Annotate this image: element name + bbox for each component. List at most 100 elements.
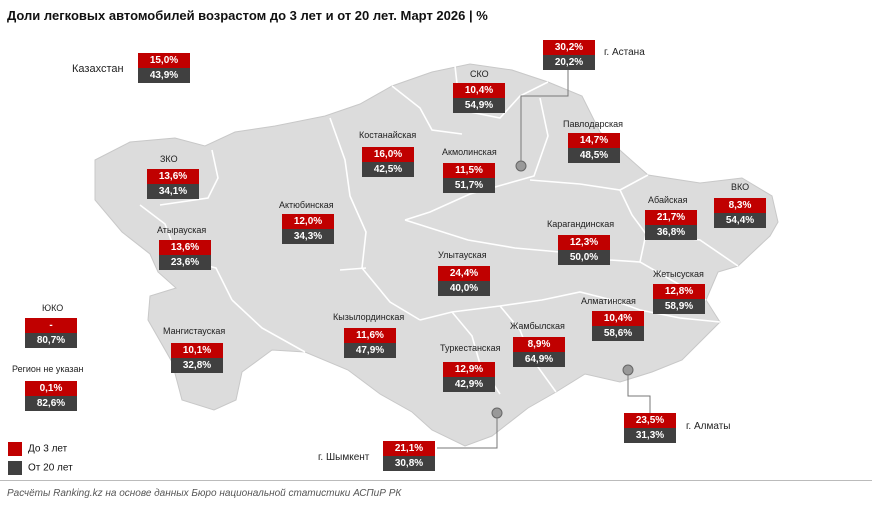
region-label-mangystau: Мангистауская bbox=[163, 326, 226, 336]
region-label-pavlodar: Павлодарская bbox=[563, 119, 623, 129]
value-young: 12,0% bbox=[282, 214, 334, 229]
value-old: 58,9% bbox=[653, 299, 705, 314]
value-old: 23,6% bbox=[159, 255, 211, 270]
value-old: 64,9% bbox=[513, 352, 565, 367]
value-old: 82,6% bbox=[25, 396, 77, 411]
value-young: 8,3% bbox=[714, 198, 766, 213]
value-old: 34,1% bbox=[147, 184, 199, 199]
legend-young-swatch bbox=[8, 442, 22, 456]
value-old: 42,9% bbox=[443, 377, 495, 392]
region-label-zhambyl: Жамбылская bbox=[510, 321, 565, 331]
value-old: 47,9% bbox=[344, 343, 396, 358]
value-old: 48,5% bbox=[568, 148, 620, 163]
region-label-atyrau: Атырауская bbox=[157, 225, 207, 235]
value-young: 12,8% bbox=[653, 284, 705, 299]
region-box-not-specified: 0,1% 82,6% bbox=[25, 381, 77, 411]
value-young: 15,0% bbox=[138, 53, 190, 68]
region-box-zhambyl: 8,9% 64,9% bbox=[513, 337, 565, 367]
region-box-kyzylorda: 11,6% 47,9% bbox=[344, 328, 396, 358]
region-box-sko: 10,4% 54,9% bbox=[453, 83, 505, 113]
region-label-shymkent: г. Шымкент bbox=[318, 452, 370, 463]
region-label-zhetysu: Жетысуская bbox=[653, 269, 704, 279]
region-label-ulytau: Улытауская bbox=[438, 250, 487, 260]
value-old: 54,9% bbox=[453, 98, 505, 113]
value-young: 11,5% bbox=[443, 163, 495, 178]
legend-young-label: До 3 лет bbox=[28, 443, 68, 455]
value-young: 12,3% bbox=[558, 235, 610, 250]
region-box-zko: 13,6% 34,1% bbox=[147, 169, 199, 199]
kazakhstan-map bbox=[94, 63, 779, 449]
region-label-karaganda: Карагандинская bbox=[547, 219, 615, 229]
value-young: 21,7% bbox=[645, 210, 697, 225]
region-box-shymkent: 21,1% 30,8% bbox=[383, 441, 435, 471]
leader-lines bbox=[437, 70, 651, 449]
region-box-ulytau: 24,4% 40,0% bbox=[438, 266, 490, 296]
value-young: - bbox=[25, 318, 77, 333]
footer: Расчёты Ranking.kz на основе данных Бюро… bbox=[0, 480, 872, 499]
value-young: 0,1% bbox=[25, 381, 77, 396]
region-box-astana: 30,2% 20,2% bbox=[543, 40, 595, 70]
value-old: 54,4% bbox=[714, 213, 766, 228]
value-old: 32,8% bbox=[171, 358, 223, 373]
value-old: 34,3% bbox=[282, 229, 334, 244]
value-old: 31,3% bbox=[624, 428, 676, 443]
region-label-almaty-region: Алматинская bbox=[581, 296, 636, 306]
value-young: 10,4% bbox=[592, 311, 644, 326]
value-old: 20,2% bbox=[543, 55, 595, 70]
value-young: 11,6% bbox=[344, 328, 396, 343]
region-box-kazakhstan: 15,0% 43,9% bbox=[138, 53, 190, 83]
value-old: 50,0% bbox=[558, 250, 610, 265]
value-old: 40,0% bbox=[438, 281, 490, 296]
value-young: 12,9% bbox=[443, 362, 495, 377]
region-box-vko: 8,3% 54,4% bbox=[714, 198, 766, 228]
value-old: 80,7% bbox=[25, 333, 77, 348]
region-label-yuko: ЮКО bbox=[42, 303, 64, 313]
legend-young: До 3 лет bbox=[8, 442, 67, 456]
value-old: 51,7% bbox=[443, 178, 495, 193]
almaty-marker bbox=[622, 364, 634, 376]
region-label-aktobe: Актюбинская bbox=[279, 200, 334, 210]
legend-old: От 20 лет bbox=[8, 461, 73, 475]
region-box-mangystau: 10,1% 32,8% bbox=[171, 343, 223, 373]
shymkent-marker bbox=[491, 407, 503, 419]
value-young: 13,6% bbox=[147, 169, 199, 184]
region-label-vko: ВКО bbox=[731, 182, 750, 192]
region-box-karaganda: 12,3% 50,0% bbox=[558, 235, 610, 265]
value-young: 16,0% bbox=[362, 147, 414, 162]
value-young: 10,1% bbox=[171, 343, 223, 358]
region-box-atyrau: 13,6% 23,6% bbox=[159, 240, 211, 270]
region-label-astana: г. Астана bbox=[604, 47, 645, 58]
region-box-yuko: - 80,7% bbox=[25, 318, 77, 348]
region-box-almaty-region: 10,4% 58,6% bbox=[592, 311, 644, 341]
source-note: Расчёты Ranking.kz на основе данных Бюро… bbox=[7, 488, 402, 499]
legend-old-swatch bbox=[8, 461, 22, 475]
value-old: 58,6% bbox=[592, 326, 644, 341]
value-old: 36,8% bbox=[645, 225, 697, 240]
astana-marker bbox=[515, 160, 527, 172]
region-label-not-specified: Регион не указан bbox=[12, 364, 84, 374]
region-box-abay: 21,7% 36,8% bbox=[645, 210, 697, 240]
region-label-abay: Абайская bbox=[648, 195, 688, 205]
region-label-zko: ЗКО bbox=[160, 154, 178, 164]
region-box-pavlodar: 14,7% 48,5% bbox=[568, 133, 620, 163]
value-young: 24,4% bbox=[438, 266, 490, 281]
chart-title: Доли легковых автомобилей возрастом до 3… bbox=[7, 8, 488, 23]
region-box-kostanay: 16,0% 42,5% bbox=[362, 147, 414, 177]
region-label-akmola: Акмолинская bbox=[442, 147, 497, 157]
region-label-kostanay: Костанайская bbox=[359, 130, 417, 140]
region-label-turkestan: Туркестанская bbox=[440, 343, 501, 353]
value-young: 13,6% bbox=[159, 240, 211, 255]
region-label-kazakhstan: Казахстан bbox=[72, 63, 124, 75]
value-young: 8,9% bbox=[513, 337, 565, 352]
region-box-akmola: 11,5% 51,7% bbox=[443, 163, 495, 193]
value-young: 10,4% bbox=[453, 83, 505, 98]
region-box-almaty-city: 23,5% 31,3% bbox=[624, 413, 676, 443]
value-old: 30,8% bbox=[383, 456, 435, 471]
value-young: 30,2% bbox=[543, 40, 595, 55]
region-label-kyzylorda: Кызылординская bbox=[333, 312, 405, 322]
value-young: 14,7% bbox=[568, 133, 620, 148]
region-label-sko: СКО bbox=[470, 69, 489, 79]
value-young: 21,1% bbox=[383, 441, 435, 456]
region-box-turkestan: 12,9% 42,9% bbox=[443, 362, 495, 392]
region-box-aktobe: 12,0% 34,3% bbox=[282, 214, 334, 244]
